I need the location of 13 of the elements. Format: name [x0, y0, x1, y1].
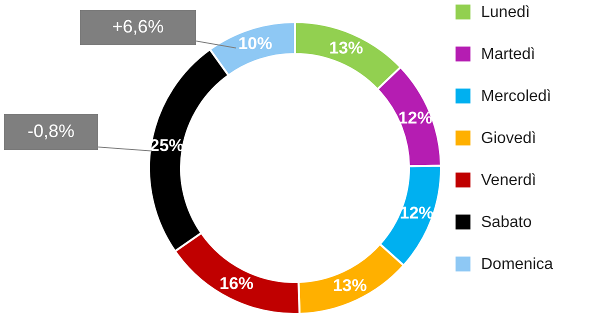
data-label: 16% [220, 274, 254, 294]
legend-label: Giovedì [481, 130, 536, 147]
data-label: 13% [332, 276, 367, 295]
text: +6,6% [112, 16, 164, 36]
data-label: 13% [329, 38, 364, 58]
legend-label: Sabato [481, 214, 532, 231]
data-label: 10% [238, 34, 272, 54]
legend-label: Mercoledì [481, 88, 552, 105]
legend-label: Martedì [481, 46, 536, 63]
legend-label: Venerdì [481, 172, 536, 189]
legend-label: Lunedì [481, 4, 530, 21]
text: -0,8% [27, 121, 75, 141]
legend-label: Domenica [481, 256, 554, 273]
